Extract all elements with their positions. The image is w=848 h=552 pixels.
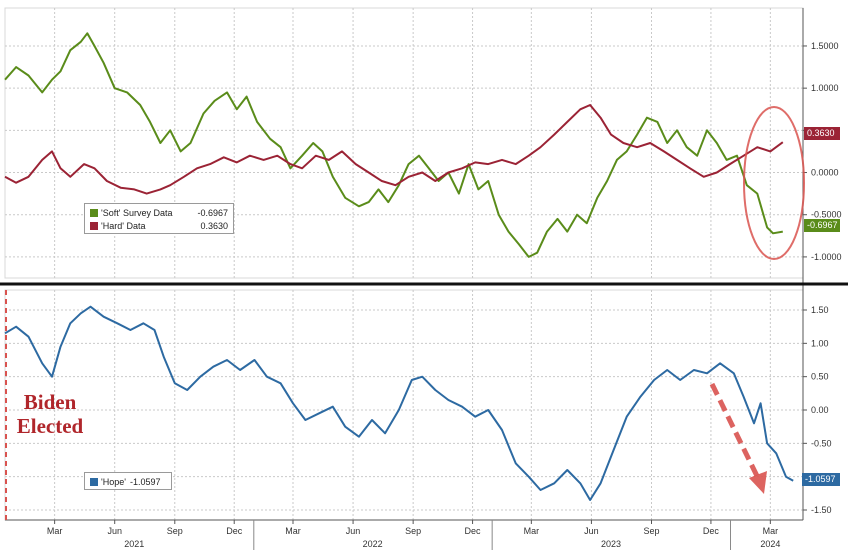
x-month-label-12: Mar xyxy=(763,526,779,536)
legend-hope-value: -1.0597 xyxy=(129,476,161,487)
x-month-label-10: Sep xyxy=(643,526,659,536)
decline-arrow-shaft xyxy=(709,382,761,480)
top-ytick-label-0: 1.5000 xyxy=(811,41,839,51)
x-month-label-6: Sep xyxy=(405,526,421,536)
hard-swatch xyxy=(90,221,98,230)
x-month-label-11: Dec xyxy=(703,526,720,536)
hard-last-value-tag: 0.3630 xyxy=(804,127,840,140)
legend-soft-value: -0.6967 xyxy=(197,207,228,218)
x-month-label-9: Jun xyxy=(584,526,599,536)
legend-hope-name: 'Hope' xyxy=(101,476,126,487)
top-ytick-label-5: -1.0000 xyxy=(811,252,842,262)
x-month-label-0: Mar xyxy=(47,526,63,536)
biden-elected-annotation: Biden Elected xyxy=(6,390,94,438)
bottom-ytick-label-4: -0.50 xyxy=(811,438,832,448)
x-year-label-1: 2022 xyxy=(363,539,383,549)
bottom-ytick-label-3: 0.00 xyxy=(811,405,829,415)
x-month-label-1: Jun xyxy=(107,526,122,536)
top-legend: 'Soft' Survey Data -0.6967 'Hard' Data 0… xyxy=(84,203,234,234)
legend-hard-name: 'Hard' Data xyxy=(101,220,146,231)
hope-last-value-tag: -1.0597 xyxy=(802,473,840,486)
x-month-label-3: Dec xyxy=(226,526,243,536)
hope-swatch xyxy=(90,477,98,486)
top-ytick-label-3: 0.0000 xyxy=(811,168,839,178)
bottom-ytick-label-1: 1.00 xyxy=(811,338,829,348)
annotation-line-1: Biden xyxy=(23,390,77,414)
x-month-label-7: Dec xyxy=(465,526,482,536)
x-month-label-8: Mar xyxy=(524,526,540,536)
annotation-line-2: Elected xyxy=(16,414,84,438)
legend-soft-name: 'Soft' Survey Data xyxy=(101,207,173,218)
x-month-label-2: Sep xyxy=(167,526,183,536)
hope-series-line xyxy=(4,305,794,501)
x-year-label-2: 2023 xyxy=(601,539,621,549)
x-month-label-4: Mar xyxy=(285,526,301,536)
bottom-ytick-label-6: -1.50 xyxy=(811,505,832,515)
legend-row-soft: 'Soft' Survey Data -0.6967 xyxy=(90,206,228,219)
legend-row-hard: 'Hard' Data 0.3630 xyxy=(90,219,228,232)
legend-row-hope: 'Hope' -1.0597 xyxy=(90,475,166,488)
legend-hard-value: 0.3630 xyxy=(200,220,228,231)
hard-series-line xyxy=(4,104,784,195)
x-month-label-5: Jun xyxy=(346,526,361,536)
highlight-ellipse xyxy=(743,106,805,260)
soft-last-value-tag: -0.6967 xyxy=(804,219,840,232)
decline-arrow-head xyxy=(749,471,767,494)
x-year-label-3: 2024 xyxy=(760,539,780,549)
top-ytick-label-1: 1.0000 xyxy=(811,83,839,93)
soft-series-line xyxy=(4,32,783,258)
bottom-ytick-label-2: 0.50 xyxy=(811,372,829,382)
soft-swatch xyxy=(90,208,98,217)
x-year-label-0: 2021 xyxy=(124,539,144,549)
bottom-ytick-label-0: 1.50 xyxy=(811,305,829,315)
bottom-legend: 'Hope' -1.0597 xyxy=(84,472,172,490)
top-ytick-label-4: -0.5000 xyxy=(811,210,842,220)
